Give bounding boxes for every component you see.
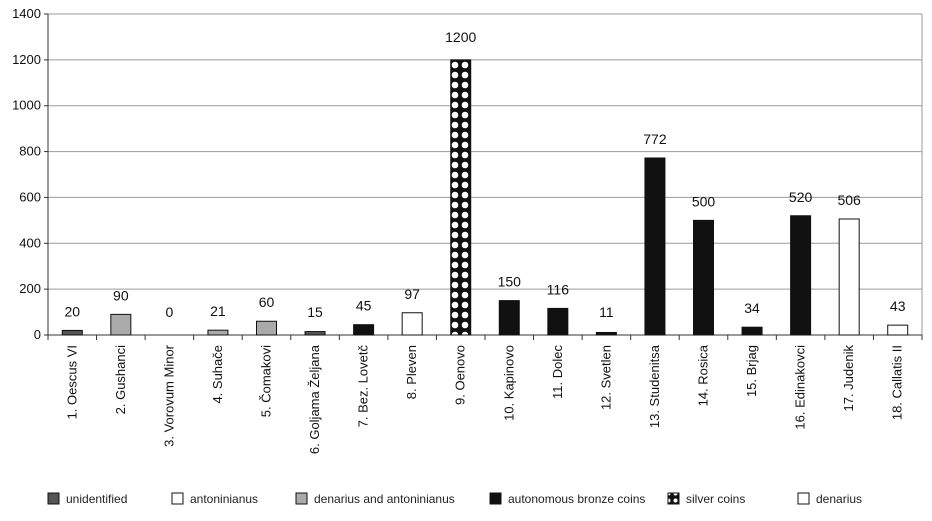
y-tick-label: 1400: [12, 6, 41, 21]
x-tick-label: 13. Studenitsa: [647, 344, 662, 428]
x-tick-label: 17. Judenik: [841, 345, 856, 412]
legend-item: autonomous bronze coins: [489, 492, 645, 506]
data-label: 772: [643, 131, 667, 147]
bar-2: [110, 313, 132, 336]
x-tick-label: 4. Suhače: [210, 345, 225, 404]
data-label: 20: [64, 303, 80, 319]
bar-9: [450, 59, 472, 336]
y-tick-labels: 0 200 400 600 800 1000 1200 1400: [12, 6, 41, 342]
bar-15: [741, 326, 763, 336]
legend-label: denarius: [816, 492, 862, 506]
x-tick-label: 1. Oescus VI: [64, 345, 79, 419]
bar-5: [256, 320, 277, 336]
data-label: 1200: [445, 29, 476, 45]
legend-label: unidentified: [66, 492, 127, 506]
bar-8: [401, 312, 423, 336]
legend-swatch: [47, 492, 60, 505]
x-tick-label: 18. Callatis II: [890, 345, 905, 420]
bar-17: [838, 218, 860, 336]
y-tick-label: 0: [34, 327, 41, 342]
y-tick-label: 800: [19, 144, 41, 159]
x-tick-label: 5. Čomakovi: [259, 345, 274, 417]
data-label: 60: [259, 294, 275, 310]
data-label: 45: [356, 298, 372, 314]
x-tick-label: 14. Rosica: [696, 344, 711, 406]
bars: [61, 59, 909, 336]
bar-7: [353, 324, 375, 336]
axes: [44, 13, 923, 340]
x-tick-label: 15. Brjag: [744, 345, 759, 397]
category-labels: 1. Oescus VI 2. Gushanci 3. Vorovum Minor 4…: [64, 344, 904, 454]
data-label: 21: [210, 303, 226, 319]
legend-label: autonomous bronze coins: [508, 492, 645, 506]
data-label: 90: [113, 287, 129, 303]
x-tick-label: 12. Svetlen: [598, 345, 613, 410]
data-label: 97: [404, 286, 420, 302]
data-label: 0: [165, 304, 173, 320]
y-tick-label: 600: [19, 189, 41, 204]
data-label: 506: [837, 192, 861, 208]
data-label: 34: [744, 300, 760, 316]
legend-item: antoninianus: [171, 492, 258, 506]
x-tick-label: 2. Gushanci: [113, 345, 128, 414]
bar-10: [498, 300, 520, 336]
y-tick-label: 400: [19, 235, 41, 250]
legend-item: unidentified: [47, 492, 127, 506]
bar-12: [595, 331, 617, 336]
legend-item: denarius and antoninianus: [295, 492, 455, 506]
gridlines: [48, 13, 922, 290]
bar-6: [304, 331, 326, 336]
data-label: 43: [890, 298, 906, 314]
legend-item: silver coins: [667, 492, 745, 506]
bar-16: [790, 215, 812, 336]
legend-swatch: [171, 492, 184, 505]
x-tick-label: 7. Bez. Lovetč: [356, 345, 371, 428]
data-labels: 20 90 0 21 60 15 45 97 1200 150 116 11 772 500 34 520 50…: [64, 29, 905, 320]
x-tick-label: 10. Kapinovo: [501, 345, 516, 421]
legend-swatch: [295, 492, 308, 505]
legend-swatch: [667, 492, 680, 505]
data-label: 520: [789, 189, 813, 205]
data-label: 150: [498, 274, 522, 290]
x-tick-label: 16. Edinakovci: [793, 345, 808, 430]
bar-14: [693, 219, 714, 336]
bar-11: [547, 307, 569, 336]
legend-label: denarius and antoninianus: [314, 492, 455, 506]
data-label: 15: [307, 304, 323, 320]
y-tick-label: 1200: [12, 52, 41, 67]
legend-swatch: [489, 492, 502, 505]
x-tick-label: 8. Pleven: [404, 345, 419, 399]
legend-label: silver coins: [686, 492, 745, 506]
y-tick-label: 200: [19, 281, 41, 296]
legend-swatch: [797, 492, 810, 505]
x-tick-label: 9. Oenovo: [453, 345, 468, 405]
legend: unidentified antoninianus denarius and ant…: [47, 492, 862, 506]
data-label: 500: [692, 193, 716, 209]
bar-13: [644, 157, 666, 336]
data-label: 11: [599, 304, 614, 320]
x-tick-label: 11. Dolec: [550, 345, 565, 399]
data-label: 116: [547, 281, 570, 297]
bar-4: [207, 329, 229, 336]
x-tick-label: 6. Goljama Željana: [307, 344, 322, 454]
legend-item: denarius: [797, 492, 862, 506]
y-tick-label: 1000: [12, 98, 41, 113]
x-tick-label: 3. Vorovum Minor: [161, 344, 176, 447]
bar-18: [887, 324, 909, 336]
legend-label: antoninianus: [190, 492, 258, 506]
bar-1: [61, 329, 83, 336]
